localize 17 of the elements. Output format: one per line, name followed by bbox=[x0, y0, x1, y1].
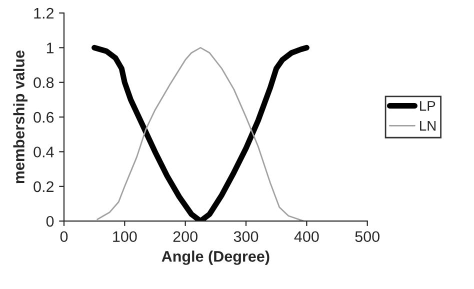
y-tick-label: 0.2 bbox=[34, 181, 54, 192]
y-tick-label: 0.8 bbox=[34, 77, 54, 88]
legend-label: LN bbox=[420, 121, 436, 131]
y-tick-label: 0 bbox=[46, 216, 54, 227]
y-tick-label: 0.6 bbox=[34, 112, 54, 123]
x-tick-label: 200 bbox=[173, 231, 198, 242]
y-tick-label: 1 bbox=[46, 42, 54, 54]
y-tick-label: 1.2 bbox=[34, 8, 54, 19]
x-tick-label: 500 bbox=[355, 231, 380, 242]
x-tick-label: 400 bbox=[294, 231, 319, 242]
legend-label: LP bbox=[420, 101, 436, 111]
x-tick-label: 100 bbox=[113, 231, 137, 242]
y-axis-title: membership value bbox=[13, 50, 28, 184]
x-tick-label: 0 bbox=[60, 231, 68, 242]
y-tick-label: 0.4 bbox=[34, 146, 54, 158]
x-axis-title: Angle (Degree) bbox=[162, 250, 270, 265]
x-tick-label: 300 bbox=[234, 231, 258, 242]
